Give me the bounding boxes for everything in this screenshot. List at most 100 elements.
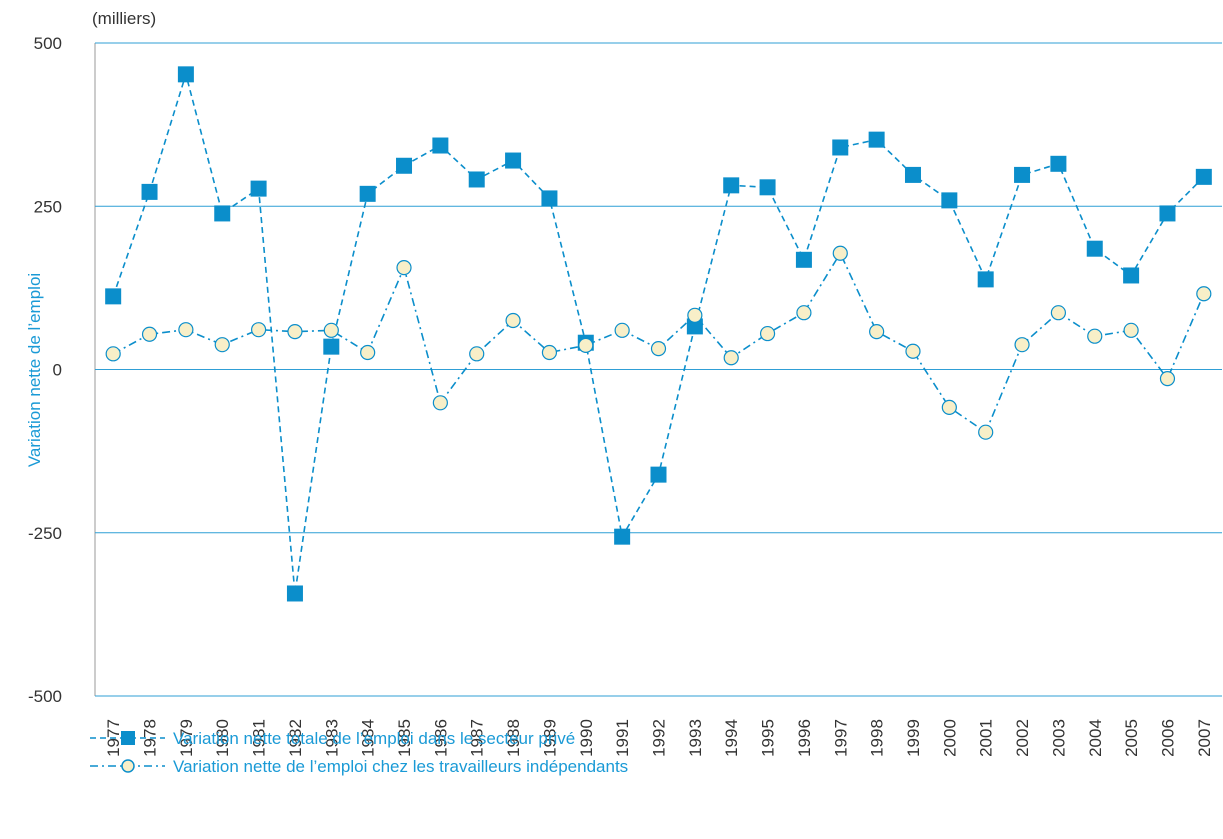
x-tick-label: 2002 [1013, 719, 1032, 757]
x-tick-label: 2001 [977, 719, 996, 757]
point [614, 322, 630, 338]
x-tick-label: 1994 [722, 719, 741, 757]
x-tick-label: 1996 [795, 719, 814, 757]
x-tick-label: 1986 [431, 719, 450, 757]
point [904, 166, 921, 183]
point [1050, 305, 1067, 321]
x-tick-label: 2007 [1195, 719, 1214, 757]
point [1014, 337, 1030, 353]
point [468, 171, 485, 188]
point [505, 152, 522, 169]
point [723, 350, 739, 366]
point [1086, 240, 1103, 257]
point [323, 322, 339, 338]
x-tick-label: 1991 [613, 719, 632, 757]
legend-label: Variation nette totale de l’emploi dans … [173, 729, 575, 748]
point [759, 325, 776, 342]
point [650, 341, 667, 357]
x-tick-label: 2004 [1086, 719, 1105, 757]
point [1159, 205, 1176, 222]
point [469, 346, 485, 362]
point [360, 344, 376, 361]
x-tick-label: 1984 [359, 719, 378, 757]
point [323, 338, 340, 355]
x-tick-label: 1979 [177, 719, 196, 757]
y-tick-label: 500 [34, 34, 62, 53]
point [868, 131, 885, 148]
legend-label: Variation nette de l’emploi chez les tra… [173, 757, 628, 776]
point [977, 271, 994, 288]
point [141, 326, 158, 342]
point [432, 395, 448, 411]
x-tick-label: 1981 [250, 719, 269, 757]
x-tick-label: 2006 [1158, 719, 1177, 757]
legend-marker [121, 759, 135, 773]
point [286, 585, 303, 602]
point [687, 307, 703, 323]
point [1159, 371, 1176, 387]
point [1123, 322, 1139, 338]
point [177, 66, 194, 83]
x-tick-label: 1985 [395, 719, 414, 757]
x-tick-label: 2005 [1122, 719, 1141, 757]
point [869, 324, 885, 340]
point [759, 179, 776, 196]
point [1087, 328, 1103, 344]
point [978, 424, 994, 440]
point [359, 185, 376, 202]
x-tick-label: 2003 [1049, 719, 1068, 757]
point [541, 344, 558, 361]
unit-label: (milliers) [92, 9, 156, 28]
point [1196, 286, 1212, 302]
point [832, 139, 849, 156]
y-tick-label: 250 [34, 197, 62, 216]
x-tick-label: 1982 [286, 719, 305, 757]
y-tick-label: 0 [53, 361, 62, 380]
x-tick-label: 1990 [577, 719, 596, 757]
x-tick-label: 1980 [213, 719, 232, 757]
point [795, 251, 812, 268]
point [396, 260, 412, 276]
x-tick-label: 1988 [504, 719, 523, 757]
point [396, 157, 413, 174]
x-tick-label: 1993 [686, 719, 705, 757]
point [686, 318, 703, 335]
point [250, 180, 267, 197]
point [287, 324, 303, 340]
x-tick-label: 1983 [322, 719, 341, 757]
point [578, 337, 594, 353]
y-axis-label: Variation nette de l’emploi [25, 273, 44, 467]
point [505, 312, 521, 329]
point [541, 190, 558, 207]
point [832, 245, 848, 261]
point [1123, 267, 1140, 284]
point [614, 528, 631, 545]
x-tick-label: 1998 [868, 719, 887, 757]
point [141, 183, 158, 200]
point [178, 322, 194, 338]
point [250, 322, 267, 338]
point [432, 137, 449, 154]
x-tick-label: 1997 [831, 719, 850, 757]
legend-marker [121, 731, 135, 745]
point [214, 337, 230, 353]
series-line [112, 71, 1205, 594]
point [796, 305, 812, 321]
x-tick-label: 1992 [650, 719, 669, 757]
point [941, 192, 958, 209]
x-tick-label: 2000 [940, 719, 959, 757]
y-tick-label: -250 [28, 524, 62, 543]
point [1050, 155, 1067, 172]
x-tick-label: 1999 [904, 719, 923, 757]
x-tick-label: 1995 [759, 719, 778, 757]
point [1195, 168, 1212, 185]
point [941, 399, 957, 415]
point [650, 466, 667, 483]
x-tick-label: 1989 [540, 719, 559, 757]
point [905, 343, 921, 359]
y-tick-label: -500 [28, 687, 62, 706]
point [214, 205, 231, 222]
point [105, 346, 121, 362]
point [723, 177, 740, 194]
